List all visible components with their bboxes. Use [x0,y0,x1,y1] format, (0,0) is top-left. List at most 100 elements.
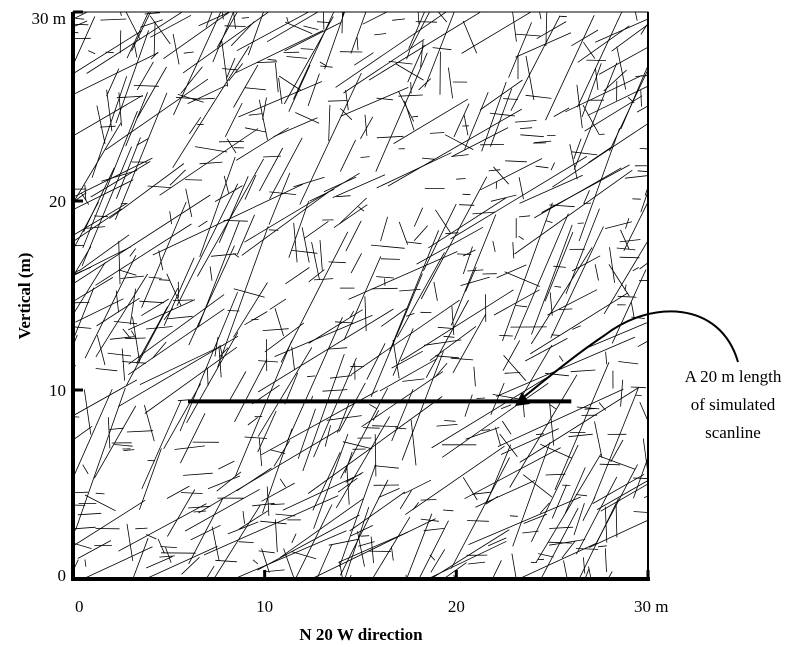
fracture-trace [144,404,155,442]
fracture-trace [244,127,266,133]
fracture-trace [218,346,222,378]
fracture-trace [639,262,648,270]
fracture-trace [653,60,654,80]
fracture-trace [423,528,445,532]
fracture-trace [327,100,348,102]
fracture-trace [172,45,250,168]
fracture-trace [480,158,543,191]
fracture-trace [199,161,223,165]
fracture-trace [445,232,459,235]
fracture-trace [78,234,130,272]
fracture-trace [370,536,374,564]
fracture-trace [561,540,576,559]
fracture-trace [261,548,270,573]
fracture-trace [541,164,630,213]
fracture-trace [263,155,282,158]
fracture-trace [126,523,134,561]
fracture-trace [558,355,564,362]
fracture-trace [260,520,287,525]
fracture-trace [625,217,630,229]
fracture-trace [374,434,377,477]
fracture-trace [268,229,279,231]
fracture-trace [462,477,478,501]
fracture-trace [77,540,112,559]
fracture-trace [503,98,519,100]
fracture-trace [522,474,553,498]
fracture-trace [571,29,599,47]
fracture-trace [267,58,277,61]
fracture-trace [192,97,215,100]
fracture-trace [166,485,190,499]
fracture-trace [495,181,498,189]
fracture-trace [205,565,215,579]
fracture-trace [163,257,195,326]
fracture-trace [437,326,452,329]
fracture-trace [633,511,648,513]
fracture-trace [429,554,436,561]
fracture-trace [335,12,447,88]
fracture-trace [407,44,425,83]
fracture-trace [442,509,454,512]
fracture-trace [434,362,448,378]
fracture-trace [262,328,289,331]
fracture-trace [275,513,296,517]
fracture-trace [216,471,242,492]
fracture-trace [73,16,96,67]
fracture-trace [395,63,424,81]
fracture-trace [313,433,349,529]
fracture-trace [370,273,423,397]
fracture-trace [136,306,169,364]
fracture-trace [565,581,586,596]
fracture-trace [571,151,598,156]
fracture-trace [96,105,106,145]
fracture-trace [123,449,135,451]
fracture-trace [62,505,67,547]
fracture-trace [583,190,590,204]
fracture-trace [443,335,455,338]
fracture-trace [159,128,259,196]
fracture-trace [226,57,236,78]
fracture-trace [233,64,259,108]
fracture-trace [226,138,237,154]
fracture-trace [405,445,505,515]
fracture-trace [316,544,333,579]
fracture-trace [349,491,406,532]
fracture-trace [322,389,348,392]
fracture-trace [505,160,527,163]
fracture-trace [295,112,320,124]
fracture-trace [172,299,193,301]
fracture-trace [310,518,436,579]
fracture-trace [94,215,109,218]
fracture-trace [152,183,304,256]
fracture-trace [551,334,560,336]
fracture-trace [118,269,137,276]
fracture-trace [456,253,472,255]
fracture-trace [623,201,648,252]
fracture-trace [258,437,263,467]
fracture-trace [620,379,624,407]
fracture-trace [73,122,122,204]
fracture-trace [122,361,147,364]
fracture-trace [344,506,370,579]
fracture-trace [120,12,122,16]
fracture-trace [530,247,593,345]
fracture-trace [73,379,138,417]
fracture-trace [349,574,352,579]
fracture-trace [345,89,349,111]
fracture-trace [126,287,179,386]
fracture-trace [95,368,118,372]
fracture-trace [432,47,452,51]
fracture-trace [518,215,531,218]
fracture-trace [356,37,359,51]
fracture-trace [299,72,362,205]
fracture-trace [74,526,96,530]
fracture-trace [81,146,132,267]
fracture-trace [634,12,638,21]
fracture-trace [545,15,595,121]
fracture-trace [497,388,624,447]
fracture-trace [350,253,362,274]
fracture-trace [227,521,259,535]
fracture-trace [589,519,648,548]
fracture-trace [126,12,149,59]
fracture-trace [340,87,409,117]
